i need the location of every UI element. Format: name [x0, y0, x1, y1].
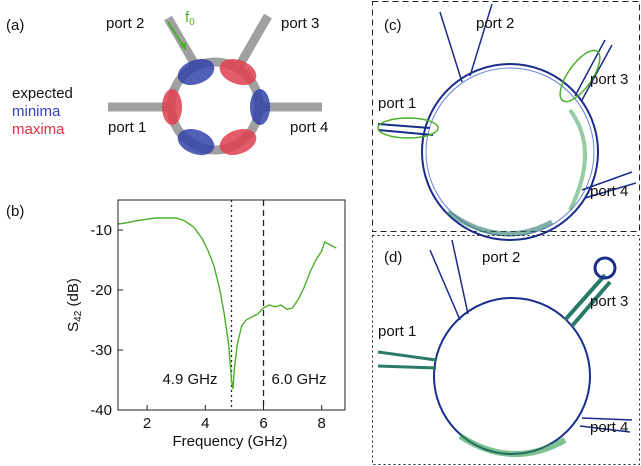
port-label: port 1 — [378, 95, 416, 112]
y-tick-label: -20 — [90, 282, 112, 299]
y-tick-label: -40 — [90, 402, 112, 419]
y-tick-label: -30 — [90, 342, 112, 359]
x-tick-label: 2 — [143, 415, 151, 432]
figure: (a) f0 port 1 port 2 port 3 port 4 expec… — [0, 0, 641, 466]
panel-label: (a) — [6, 17, 24, 34]
panel-d: (d) port 1 port 2 port 3 port 4 — [373, 236, 640, 465]
port-label: port 2 — [106, 15, 144, 32]
legend-title: expected — [12, 85, 73, 102]
x-tick-label: 6 — [259, 415, 267, 432]
panel-label: (d) — [384, 249, 402, 266]
ellipses — [162, 54, 270, 160]
port-label: port 4 — [290, 119, 328, 136]
panel-label: (c) — [384, 17, 402, 34]
y-axis-label: S42 (dB) — [65, 278, 84, 332]
f0-label: f0 — [185, 9, 195, 28]
port-label: port 4 — [590, 419, 628, 436]
panel-label: (b) — [6, 203, 24, 220]
port-label: port 1 — [108, 119, 146, 136]
data-line — [118, 218, 336, 389]
marker-label: 6.0 GHz — [272, 371, 327, 388]
y-label-main: S — [65, 322, 82, 332]
y-label-sub: 42 — [73, 310, 84, 322]
port-label: port 2 — [482, 249, 520, 266]
port-label: port 2 — [476, 15, 514, 32]
panel-c: (c) port 1 port 2 port 3 port 4 — [373, 2, 640, 241]
port-label: port 3 — [590, 71, 628, 88]
x-tick-label: 4 — [201, 415, 209, 432]
port-label: port 3 — [281, 15, 319, 32]
port-label: port 1 — [378, 323, 416, 340]
port-label: port 4 — [590, 183, 628, 200]
simulation-image — [378, 4, 636, 240]
legend-maxima: maxima — [12, 121, 65, 138]
y-label-unit: (dB) — [65, 278, 82, 311]
panel-b: (b) Frequency (GHz) S42 (dB) -10-20-30-4… — [6, 200, 345, 450]
x-tick-label: 8 — [318, 415, 326, 432]
x-axis-label: Frequency (GHz) — [172, 433, 287, 450]
port-label: port 3 — [590, 293, 628, 310]
panel-a: (a) f0 port 1 port 2 port 3 port 4 expec… — [6, 9, 328, 160]
marker-label: 4.9 GHz — [162, 371, 217, 388]
legend-minima: minima — [12, 103, 61, 120]
y-tick-label: -10 — [90, 222, 112, 239]
f0-sub: 0 — [189, 17, 195, 28]
